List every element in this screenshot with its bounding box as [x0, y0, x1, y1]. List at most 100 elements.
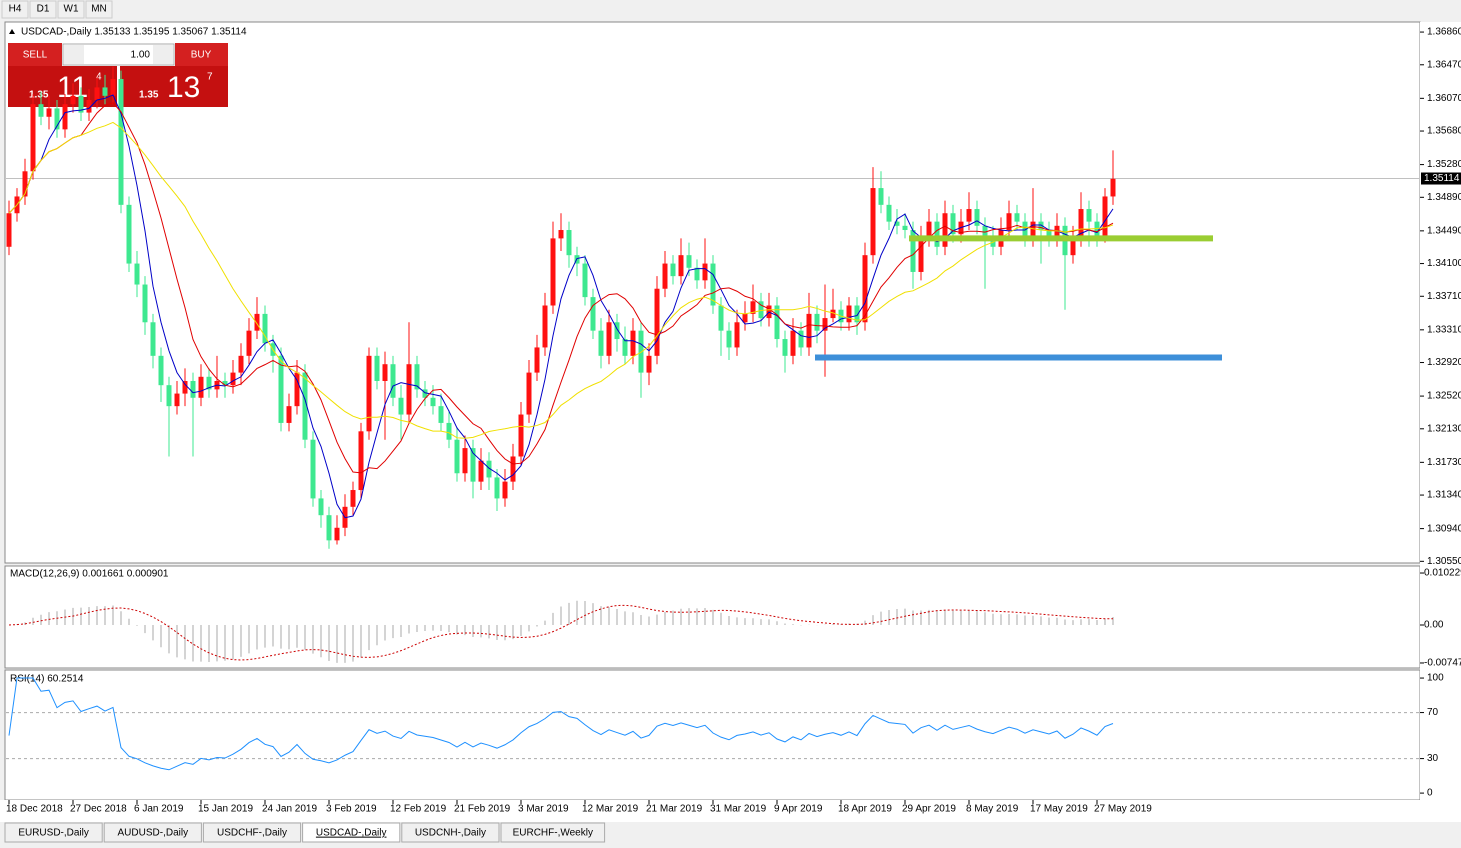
candle-body	[102, 87, 108, 96]
symbol-tab-label: USDCAD-,Daily	[316, 828, 387, 839]
candle-body	[878, 188, 884, 205]
timeframe-button[interactable]	[29, 0, 57, 19]
x-tick-label: 9 Apr 2019	[774, 804, 823, 815]
lot-down[interactable]	[64, 45, 84, 64]
candle-body	[782, 339, 788, 356]
chart-title: USDCAD-,Daily 1.35133 1.35195 1.35067 1.…	[21, 27, 247, 38]
candle-body	[1110, 178, 1116, 197]
candle-body	[622, 339, 628, 356]
candle-body	[934, 221, 940, 247]
lot-up[interactable]	[153, 45, 173, 64]
ask-big: 13	[167, 71, 200, 104]
candle-body	[726, 330, 732, 348]
lot-value: 1.00	[131, 50, 151, 61]
y-tick-label: 1.31730	[1427, 457, 1461, 468]
bid-prefix: 1.35	[29, 90, 49, 101]
x-tick-label: 18 Apr 2019	[838, 804, 892, 815]
candle-body	[302, 372, 308, 440]
candle-body	[486, 460, 492, 478]
candle-body	[646, 355, 652, 373]
candle-body	[174, 393, 180, 407]
candle-body	[654, 288, 660, 356]
candle-body	[1046, 230, 1052, 239]
trade-panel: SELL 1.00 BUY 1.35 11 4 1.35 13 7	[8, 43, 228, 107]
sell-button[interactable]	[8, 43, 62, 66]
candle-body	[1038, 221, 1044, 231]
timeframe-button[interactable]	[85, 0, 113, 19]
candle-body	[422, 389, 428, 398]
macd-tick-label: 0.00	[1424, 620, 1444, 631]
candle-body	[374, 355, 380, 381]
current-price-label: 1.35114	[1424, 173, 1460, 184]
candle-body	[62, 104, 68, 130]
candle-body	[430, 397, 436, 407]
candle-body	[910, 230, 916, 272]
candle-body	[438, 406, 444, 423]
candle-body	[222, 380, 228, 386]
y-tick-label: 1.33710	[1427, 291, 1461, 302]
candle-body	[558, 230, 564, 239]
macd-tick-label: 0.010229	[1424, 568, 1461, 579]
candle-body	[894, 221, 900, 226]
candle-body	[1014, 213, 1020, 222]
candle-body	[414, 364, 420, 390]
symbol-tab[interactable]	[401, 822, 500, 843]
candle-body	[22, 171, 28, 197]
candle-body	[774, 305, 780, 340]
candle-body	[902, 225, 908, 231]
candle-body	[238, 355, 244, 373]
candle-body	[70, 95, 76, 105]
y-tick-label: 1.31340	[1427, 490, 1461, 501]
symbol-tab[interactable]	[302, 822, 401, 843]
candle-body	[318, 498, 324, 516]
candle-body	[110, 79, 116, 96]
y-tick-label: 1.33310	[1427, 324, 1461, 335]
buy-button[interactable]	[175, 43, 228, 66]
candle-body	[974, 209, 980, 226]
candle-body	[30, 104, 36, 172]
symbol-tab[interactable]	[4, 822, 103, 843]
y-tick-label: 1.34490	[1427, 225, 1461, 236]
candle-body	[606, 322, 612, 356]
candle-body	[246, 330, 252, 356]
candle-body	[918, 238, 924, 272]
candle-body	[46, 108, 52, 117]
candle-body	[198, 376, 204, 398]
candle-body	[662, 263, 668, 289]
rsi-tick-label: 70	[1427, 707, 1439, 718]
symbol-tab[interactable]	[202, 822, 302, 843]
y-tick-label: 1.36860	[1427, 27, 1461, 38]
lot-input[interactable]	[62, 43, 175, 66]
candle-body	[1102, 196, 1108, 239]
candle-body	[854, 305, 860, 323]
bid-box[interactable]	[8, 66, 117, 107]
candle-body	[518, 414, 524, 457]
candle-body	[742, 313, 748, 323]
candle-body	[590, 297, 596, 331]
candle-body	[566, 230, 572, 256]
timeframe-button[interactable]	[57, 0, 85, 19]
candle-body	[286, 406, 292, 423]
symbol-tab-label: USDCNH-,Daily	[415, 828, 486, 839]
rsi-line	[8, 677, 1114, 771]
candle-body	[478, 460, 484, 482]
symbol-tab[interactable]	[103, 822, 202, 843]
ask-box[interactable]	[120, 66, 228, 107]
candle-body	[1006, 213, 1012, 231]
timeframe-button[interactable]	[1, 0, 29, 19]
y-tick-label: 1.34890	[1427, 192, 1461, 203]
symbol-tab[interactable]	[500, 822, 606, 843]
title-arrow	[9, 29, 15, 34]
macd-signal	[8, 604, 1114, 661]
candle-body	[86, 100, 92, 113]
candle-body	[494, 477, 500, 499]
x-tick-label: 8 May 2019	[966, 804, 1019, 815]
y-tick-label: 1.36070	[1427, 93, 1461, 104]
candle-body	[886, 204, 892, 222]
candle-body	[814, 313, 820, 331]
y-tick-label: 1.30940	[1427, 523, 1461, 534]
candle-body	[230, 372, 236, 386]
candle-body	[846, 305, 852, 323]
candle-body	[942, 213, 948, 247]
y-tick-label: 1.34100	[1427, 258, 1461, 269]
